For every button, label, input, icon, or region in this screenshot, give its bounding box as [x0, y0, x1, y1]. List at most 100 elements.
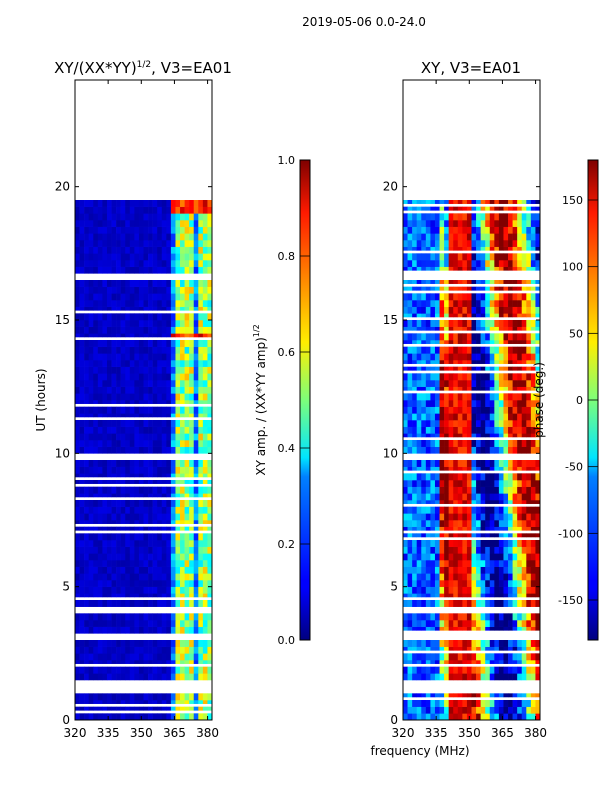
heatmap-cell: [102, 486, 108, 494]
heatmap-cell: [102, 546, 108, 554]
left-heatmap: [75, 200, 212, 720]
heatmap-cell: [134, 546, 140, 554]
heatmap-cell: [466, 520, 472, 527]
heatmap-cell: [403, 540, 408, 547]
heatmap-cell: [457, 620, 463, 627]
heatmap-cell: [202, 586, 208, 594]
heatmap-cell: [143, 566, 149, 574]
heatmap-cell: [412, 426, 417, 434]
heatmap-cell: [425, 706, 431, 714]
heatmap-cell: [421, 393, 427, 401]
heatmap-cell: [434, 586, 440, 594]
heatmap-cell: [93, 513, 99, 521]
heatmap-cell: [430, 700, 436, 707]
heatmap-cell: [193, 326, 199, 334]
heatmap-cell: [143, 506, 149, 514]
heatmap-cell: [84, 400, 89, 404]
heatmap-cell: [79, 520, 85, 524]
heatmap-cell: [88, 366, 94, 374]
heatmap-cell: [157, 560, 163, 567]
heatmap-cell: [485, 333, 491, 341]
heatmap-cell: [430, 320, 436, 327]
heatmap-cell: [526, 693, 532, 698]
heatmap-cell: [421, 213, 427, 221]
heatmap-cell: [498, 266, 504, 271]
heatmap-cell: [93, 420, 99, 427]
heatmap-cell: [471, 653, 477, 661]
heatmap-cell: [503, 373, 509, 381]
heatmap-cell: [476, 260, 481, 267]
heatmap-cell: [503, 620, 509, 627]
heatmap-cell: [148, 600, 153, 607]
heatmap-cell: [111, 226, 117, 234]
heatmap-cell: [444, 466, 449, 471]
heatmap-cell: [184, 266, 190, 274]
heatmap-cell: [535, 493, 540, 501]
heatmap-cell: [202, 300, 208, 307]
heatmap-cell: [512, 233, 518, 241]
heatmap-cell: [79, 240, 85, 247]
heatmap-cell: [175, 586, 181, 594]
heatmap-cell: [184, 446, 190, 454]
heatmap-cell: [84, 220, 89, 227]
heatmap-cell: [88, 700, 94, 704]
heatmap-cell: [489, 526, 495, 531]
heatmap-cell: [453, 640, 459, 647]
heatmap-cell: [462, 580, 468, 587]
heatmap-cell: [416, 380, 422, 387]
heatmap-cell: [508, 260, 513, 267]
heatmap-cell: [517, 433, 523, 438]
heatmap-cell: [434, 713, 440, 720]
heatmap-cell: [88, 466, 94, 474]
heatmap-cell: [207, 546, 212, 554]
heatmap-cell: [84, 360, 89, 367]
heatmap-cell: [476, 693, 481, 698]
heatmap-cell: [161, 533, 167, 541]
heatmap-cell: [161, 493, 167, 498]
heatmap-cell: [202, 613, 208, 621]
heatmap-cell: [97, 506, 103, 514]
heatmap-cell: [512, 226, 518, 234]
heatmap-cell: [512, 213, 518, 221]
heatmap-cell: [521, 480, 527, 487]
heatmap-cell: [412, 353, 417, 361]
heatmap-cell: [106, 626, 112, 634]
heatmap-cell: [444, 386, 449, 391]
heatmap-cell: [125, 420, 131, 427]
heatmap-cell: [116, 506, 121, 514]
heatmap-cell: [457, 660, 463, 664]
heatmap-cell: [75, 473, 80, 478]
heatmap-cell: [143, 520, 149, 524]
heatmap-cell: [503, 426, 509, 434]
heatmap-cell: [517, 280, 523, 284]
heatmap-cell: [106, 386, 112, 394]
heatmap-cell: [489, 366, 495, 371]
heatmap-cell: [535, 233, 540, 241]
heatmap-cell: [448, 533, 454, 538]
heatmap-cell: [425, 533, 431, 538]
heatmap-cell: [102, 700, 108, 704]
heatmap-cell: [129, 480, 135, 484]
heatmap-cell: [198, 200, 204, 207]
heatmap-cell: [530, 560, 536, 567]
heatmap-cell: [170, 426, 176, 434]
heatmap-cell: [189, 373, 195, 381]
heatmap-cell: [517, 620, 523, 627]
heatmap-cell: [84, 660, 89, 664]
heatmap-cell: [102, 260, 108, 267]
heatmap-cell: [175, 666, 181, 674]
heatmap-cell: [93, 200, 99, 207]
heatmap-cell: [102, 640, 108, 647]
heatmap-cell: [97, 466, 103, 474]
heatmap-cell: [471, 406, 477, 414]
heatmap-cell: [526, 580, 532, 587]
heatmap-cell: [494, 486, 500, 494]
heatmap-cell: [198, 486, 204, 494]
heatmap-cell: [138, 353, 144, 361]
heatmap-cell: [97, 346, 103, 354]
heatmap-cell: [476, 220, 481, 227]
heatmap-cell: [530, 353, 536, 361]
heatmap-cell: [143, 433, 149, 441]
heatmap-cell: [193, 246, 199, 254]
heatmap-cell: [120, 713, 126, 720]
